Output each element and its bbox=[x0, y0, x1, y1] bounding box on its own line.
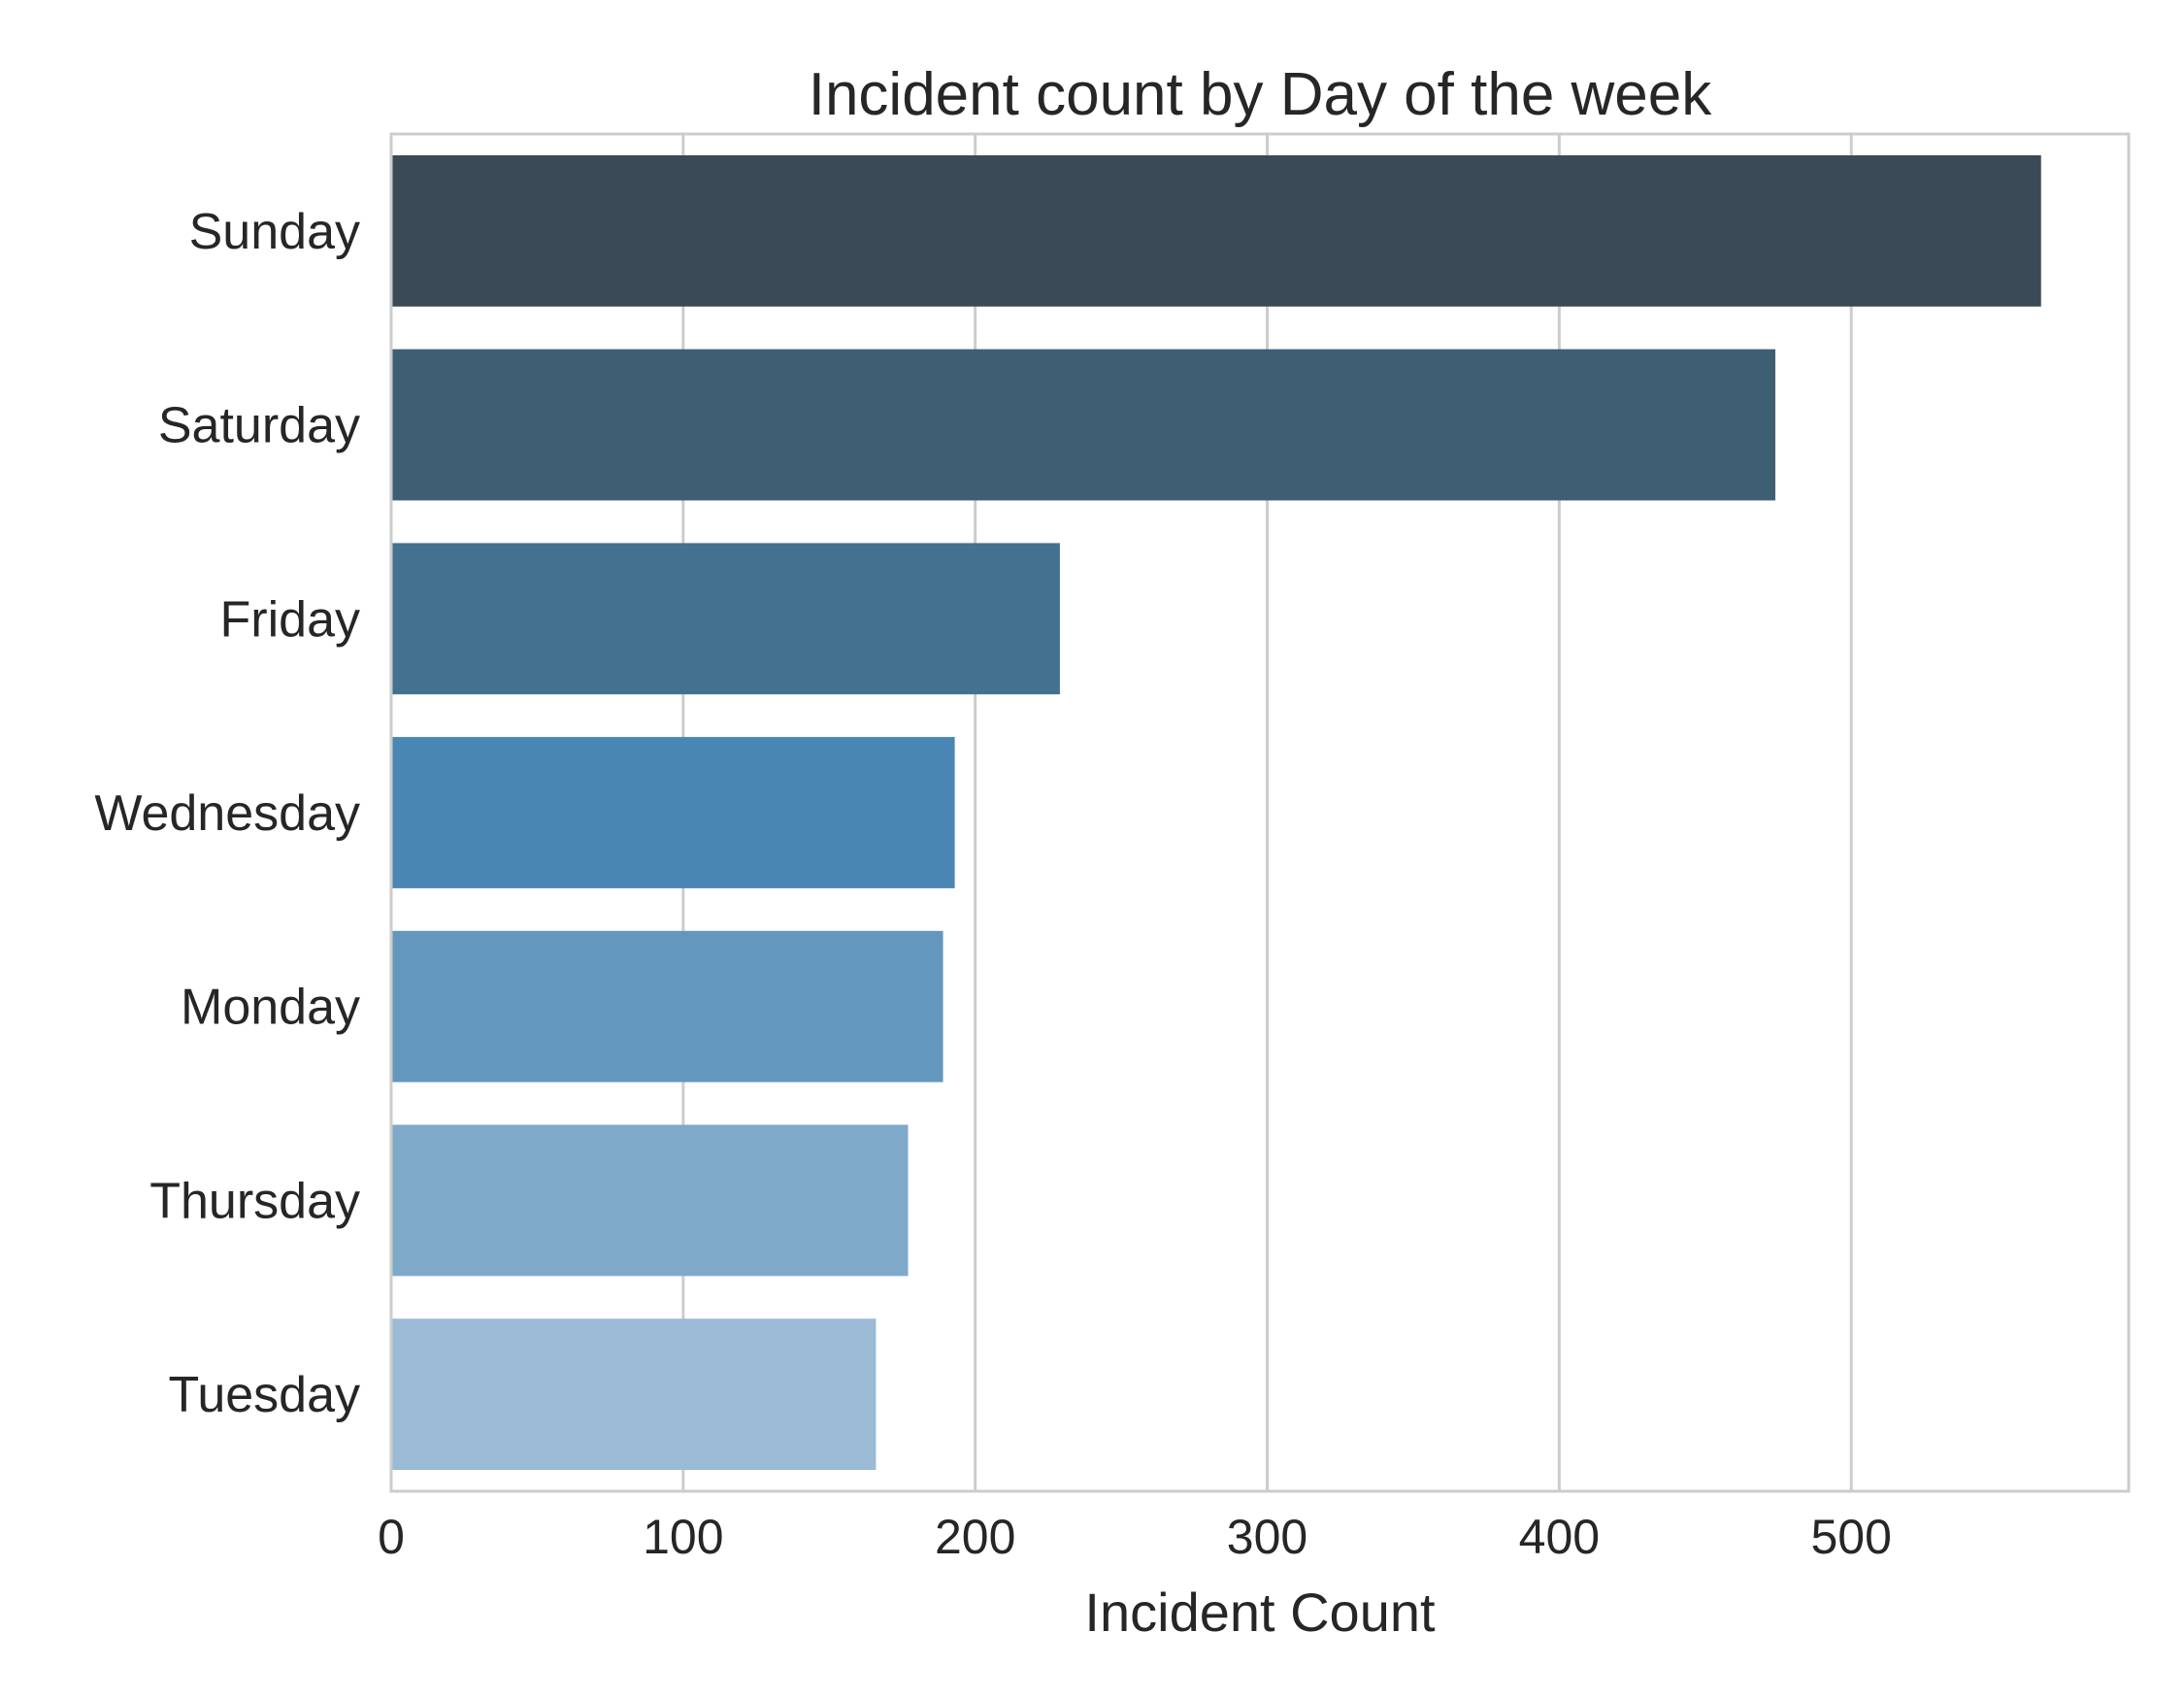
category-label-thursday: Thursday bbox=[149, 1173, 360, 1229]
bars bbox=[391, 154, 2041, 1471]
bar-monday bbox=[391, 930, 943, 1083]
category-label-saturday: Saturday bbox=[158, 398, 360, 454]
x-tick-label: 500 bbox=[1810, 1510, 1891, 1564]
x-axis-label: Incident Count bbox=[1084, 1582, 1436, 1643]
plot-frame bbox=[389, 132, 2131, 1493]
category-label-friday: Friday bbox=[220, 591, 360, 648]
bar-saturday bbox=[391, 349, 1775, 501]
bar-friday bbox=[391, 543, 1060, 695]
bar-wednesday bbox=[391, 737, 955, 888]
x-tick-label: 400 bbox=[1519, 1510, 1600, 1564]
category-label-monday: Monday bbox=[181, 980, 360, 1036]
x-tick-label: 200 bbox=[935, 1510, 1015, 1564]
category-label-sunday: Sunday bbox=[189, 204, 360, 260]
category-label-wednesday: Wednesday bbox=[94, 785, 360, 842]
x-tick-label: 0 bbox=[378, 1510, 405, 1564]
x-tick-label: 300 bbox=[1227, 1510, 1307, 1564]
x-tick-label: 100 bbox=[643, 1510, 723, 1564]
chart-title: Incident count by Day of the week bbox=[809, 61, 1713, 128]
bar-sunday bbox=[391, 154, 2041, 307]
category-label-tuesday: Tuesday bbox=[168, 1367, 360, 1423]
bar-thursday bbox=[391, 1124, 909, 1277]
x-tick-labels: 0 100 200 300 400 500 bbox=[378, 1510, 1892, 1564]
bar-tuesday bbox=[391, 1318, 877, 1471]
category-labels: Sunday Saturday Friday Wednesday Monday Thurs… bbox=[94, 204, 360, 1423]
